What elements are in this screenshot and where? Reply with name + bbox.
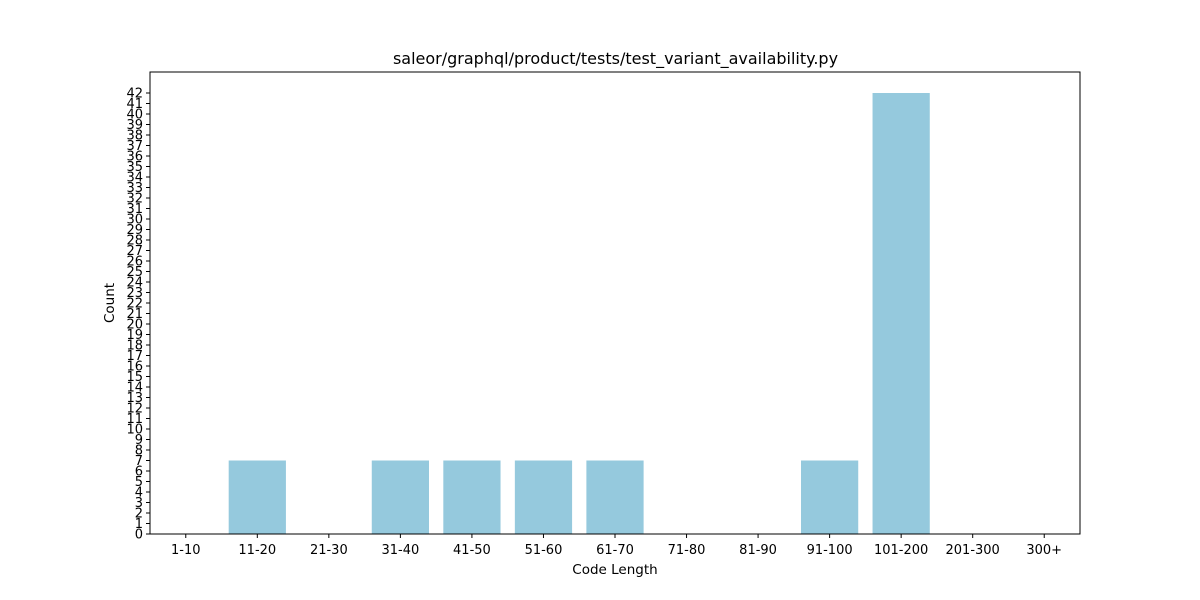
y-tick-label-22: 22 (126, 297, 143, 312)
y-tick-label-12: 12 (126, 402, 143, 417)
y-tick-label-16: 16 (126, 360, 143, 375)
x-tick-label-61-70: 61-70 (596, 543, 634, 558)
y-tick-label-39: 39 (126, 118, 143, 133)
bars-group (228, 93, 930, 534)
y-tick-label-25: 25 (126, 265, 143, 280)
y-tick-label-28: 28 (126, 234, 143, 249)
y-tick-label-40: 40 (126, 108, 143, 123)
y-tick-label-1: 1 (135, 517, 143, 532)
bar-101-200 (872, 93, 930, 534)
y-tick-label-13: 13 (126, 391, 143, 406)
x-tick-label-101-200: 101-200 (874, 543, 928, 558)
y-tick-label-7: 7 (135, 454, 143, 469)
bar-41-50 (443, 460, 501, 534)
y-tick-label-18: 18 (126, 339, 143, 354)
x-tick-label-1-10: 1-10 (171, 543, 201, 558)
y-tick-label-32: 32 (126, 192, 143, 207)
chart-title: saleor/graphql/product/tests/test_varian… (393, 49, 838, 69)
x-tick-label-21-30: 21-30 (310, 543, 348, 558)
bar-31-40 (371, 460, 429, 534)
y-tick-label-8: 8 (135, 444, 143, 459)
y-tick-label-11: 11 (126, 412, 143, 427)
y-tick-label-10: 10 (126, 423, 143, 438)
x-tick-label-81-90: 81-90 (739, 543, 777, 558)
y-tick-label-3: 3 (135, 496, 143, 511)
y-tick-label-6: 6 (135, 465, 143, 480)
y-tick-label-38: 38 (126, 129, 143, 144)
x-tick-label-41-50: 41-50 (453, 543, 491, 558)
y-tick-label-4: 4 (135, 486, 143, 501)
y-axis: 0123456789101112131415161718192021222324… (126, 87, 150, 543)
bar-61-70 (586, 460, 644, 534)
y-tick-label-14: 14 (126, 381, 143, 396)
y-tick-label-36: 36 (126, 150, 143, 165)
y-tick-label-41: 41 (126, 97, 143, 112)
y-tick-label-29: 29 (126, 223, 143, 238)
y-tick-label-19: 19 (126, 328, 143, 343)
bar-91-100 (801, 460, 859, 534)
x-tick-label-31-40: 31-40 (381, 543, 419, 558)
y-tick-label-37: 37 (126, 139, 143, 154)
y-tick-label-9: 9 (135, 433, 143, 448)
y-tick-label-17: 17 (126, 349, 143, 364)
x-tick-label-201-300: 201-300 (946, 543, 1000, 558)
y-tick-label-42: 42 (126, 87, 143, 102)
bar-51-60 (514, 460, 573, 534)
y-tick-label-34: 34 (126, 171, 143, 186)
y-tick-label-0: 0 (135, 528, 143, 543)
y-tick-label-5: 5 (135, 475, 143, 490)
y-tick-label-15: 15 (126, 370, 143, 385)
y-tick-label-26: 26 (126, 255, 143, 270)
x-tick-label-51-60: 51-60 (525, 543, 563, 558)
y-tick-label-21: 21 (126, 307, 143, 322)
y-tick-label-2: 2 (135, 507, 143, 522)
y-tick-label-33: 33 (126, 181, 143, 196)
y-tick-label-24: 24 (126, 276, 143, 291)
x-tick-label-11-20: 11-20 (238, 543, 276, 558)
x-tick-label-91-100: 91-100 (807, 543, 853, 558)
x-tick-label-300+: 300+ (1026, 543, 1062, 558)
y-tick-label-27: 27 (126, 244, 143, 259)
y-tick-label-31: 31 (126, 202, 143, 217)
bar-11-20 (228, 460, 286, 534)
plot-frame (149, 71, 1081, 535)
y-tick-label-20: 20 (126, 318, 143, 333)
x-axis: 1-10 11-20 21-30 31-40 41-50 51-60 61-70 71-80 8… (171, 534, 1062, 558)
x-tick-label-71-80: 71-80 (668, 543, 706, 558)
x-axis-label: Code Length (572, 562, 657, 578)
y-tick-label-23: 23 (126, 286, 143, 301)
y-tick-label-35: 35 (126, 160, 143, 175)
y-tick-label-30: 30 (126, 213, 143, 228)
y-axis-label: Count (102, 283, 118, 323)
